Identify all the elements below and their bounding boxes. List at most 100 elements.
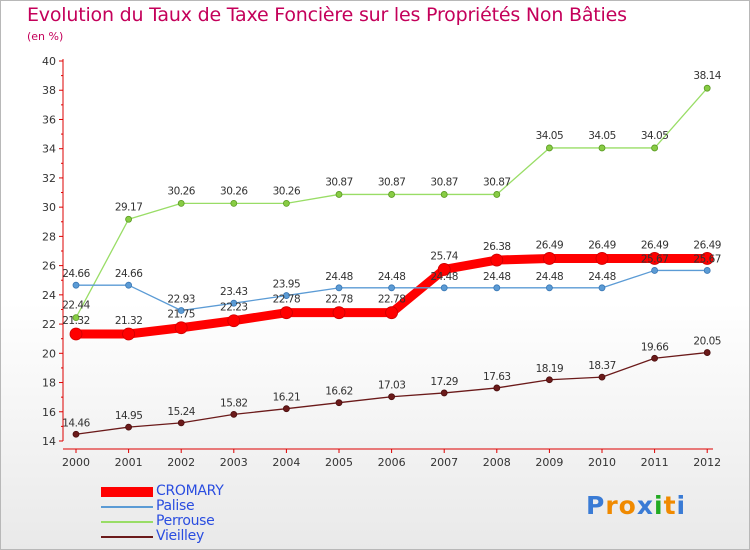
y-tick-label: 30: [42, 201, 56, 214]
data-point-palise: [388, 284, 396, 292]
legend-label-perrouse: Perrouse: [156, 513, 215, 529]
data-label-cromary: 21.75: [167, 309, 195, 321]
data-label-vieilley: 14.95: [115, 410, 143, 422]
data-label-palise: 25.67: [693, 253, 721, 265]
data-label-cromary: 22.23: [220, 302, 248, 314]
data-label-palise: 24.48: [536, 271, 564, 283]
x-tick-label: 2004: [272, 456, 300, 469]
data-point-palise: [335, 284, 343, 292]
data-label-vieilley: 17.29: [430, 376, 458, 388]
data-label-palise: 24.48: [378, 271, 406, 283]
data-label-perrouse: 30.26: [167, 185, 195, 197]
data-label-palise: 23.43: [220, 286, 248, 298]
data-label-palise: 22.93: [167, 293, 195, 305]
data-point-perrouse: [282, 199, 290, 207]
logo-letter: i: [654, 491, 664, 520]
data-label-vieilley: 14.46: [62, 417, 90, 429]
data-label-palise: 25.67: [641, 253, 669, 265]
data-label-cromary: 22.78: [273, 294, 301, 306]
data-label-perrouse: 29.17: [115, 201, 143, 213]
data-point-palise: [72, 281, 80, 289]
data-label-cromary: 21.32: [62, 315, 90, 327]
legend-swatch-vieilley: [101, 536, 153, 538]
data-label-cromary: 26.49: [536, 239, 564, 251]
y-tick-label: 16: [42, 406, 56, 419]
data-point-cromary: [385, 306, 399, 320]
legend-label-vieilley: Vieilley: [156, 528, 204, 544]
data-point-cromary: [332, 306, 346, 320]
data-point-perrouse: [388, 191, 396, 198]
logo-letter: r: [605, 491, 619, 520]
data-label-palise: 23.95: [273, 279, 301, 291]
y-tick-label: 40: [42, 55, 56, 68]
data-point-palise: [282, 292, 290, 299]
data-point-vieilley: [651, 354, 658, 362]
x-tick-label: 2005: [325, 456, 353, 469]
data-point-cromary: [122, 327, 135, 341]
data-point-perrouse: [72, 314, 80, 322]
data-point-vieilley: [125, 423, 132, 431]
data-label-vieilley: 16.21: [273, 392, 301, 404]
data-point-palise: [440, 284, 448, 292]
data-point-perrouse: [598, 144, 606, 152]
data-label-vieilley: 16.62: [325, 386, 353, 398]
data-label-palise: 24.48: [588, 271, 616, 283]
data-point-perrouse: [125, 215, 132, 223]
data-point-cromary: [595, 252, 609, 265]
data-point-vieilley: [72, 430, 80, 438]
data-label-cromary: 22.78: [325, 294, 353, 306]
data-point-cromary: [700, 252, 714, 265]
x-tick-label: 2003: [220, 456, 248, 469]
data-label-palise: 24.48: [325, 271, 353, 283]
x-tick-label: 2006: [378, 456, 406, 469]
legend-swatch-palise: [101, 506, 153, 508]
data-point-palise: [177, 307, 185, 314]
data-point-vieilley: [388, 393, 396, 401]
data-point-palise: [546, 284, 553, 292]
data-label-perrouse: 30.26: [273, 185, 301, 197]
data-point-cromary: [490, 253, 504, 267]
data-point-palise: [703, 267, 711, 274]
data-label-perrouse: 30.26: [220, 185, 248, 197]
y-tick-label: 38: [42, 84, 56, 97]
data-point-cromary: [648, 252, 661, 265]
data-label-perrouse: 30.87: [430, 176, 458, 188]
data-point-cromary: [69, 327, 83, 341]
data-point-cromary: [279, 306, 293, 320]
x-tick-label: 2009: [535, 456, 563, 469]
y-tick-label: 34: [42, 143, 56, 156]
x-tick-label: 2000: [62, 456, 90, 469]
data-label-perrouse: 30.87: [483, 176, 511, 188]
data-point-perrouse: [546, 144, 553, 152]
data-label-palise: 24.48: [430, 271, 458, 283]
data-point-palise: [651, 267, 658, 274]
y-tick-label: 32: [42, 172, 56, 185]
data-point-palise: [230, 299, 238, 307]
data-point-perrouse: [230, 199, 238, 207]
x-tick-label: 2012: [693, 456, 721, 469]
data-point-perrouse: [440, 191, 448, 198]
logo-letter: o: [618, 491, 637, 520]
data-label-cromary: 26.49: [588, 239, 616, 251]
logo-letter: x: [636, 491, 654, 520]
y-tick-label: 18: [42, 377, 56, 390]
legend-label-palise: Palise: [156, 498, 195, 514]
data-point-vieilley: [598, 373, 606, 381]
data-label-cromary: 21.32: [115, 315, 143, 327]
data-label-cromary: 26.49: [641, 239, 669, 251]
data-label-cromary: 26.38: [483, 241, 511, 253]
data-label-vieilley: 17.63: [483, 371, 511, 383]
data-point-cromary: [437, 263, 451, 276]
data-label-perrouse: 30.87: [325, 176, 353, 188]
x-tick-label: 2010: [588, 456, 616, 469]
data-label-perrouse: 34.05: [641, 130, 669, 142]
data-point-perrouse: [651, 144, 658, 152]
data-label-vieilley: 20.05: [693, 336, 721, 348]
data-label-perrouse: 38.14: [693, 70, 721, 82]
data-label-vieilley: 19.66: [641, 341, 669, 353]
data-label-perrouse: 34.05: [588, 130, 616, 142]
data-point-vieilley: [282, 405, 290, 413]
proxiti-logo: Proxiti: [586, 491, 686, 520]
